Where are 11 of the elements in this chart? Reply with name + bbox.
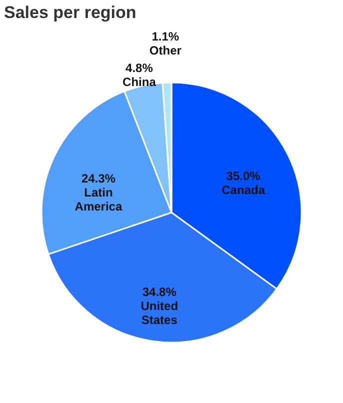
data-label: 1.1% [152,30,180,44]
data-label: 24.3% [81,171,116,186]
slice-label: Latin America [74,185,122,214]
data-label: 4.8% [126,61,154,76]
data-label: 35.0% [226,168,261,183]
slice-label: Other [149,44,182,58]
slice-label: China [122,75,156,90]
slice-label: United States [140,299,178,328]
slice-label: Canada [222,182,266,197]
chart-title: Sales per region [4,3,136,22]
data-label: 34.8% [142,285,177,300]
